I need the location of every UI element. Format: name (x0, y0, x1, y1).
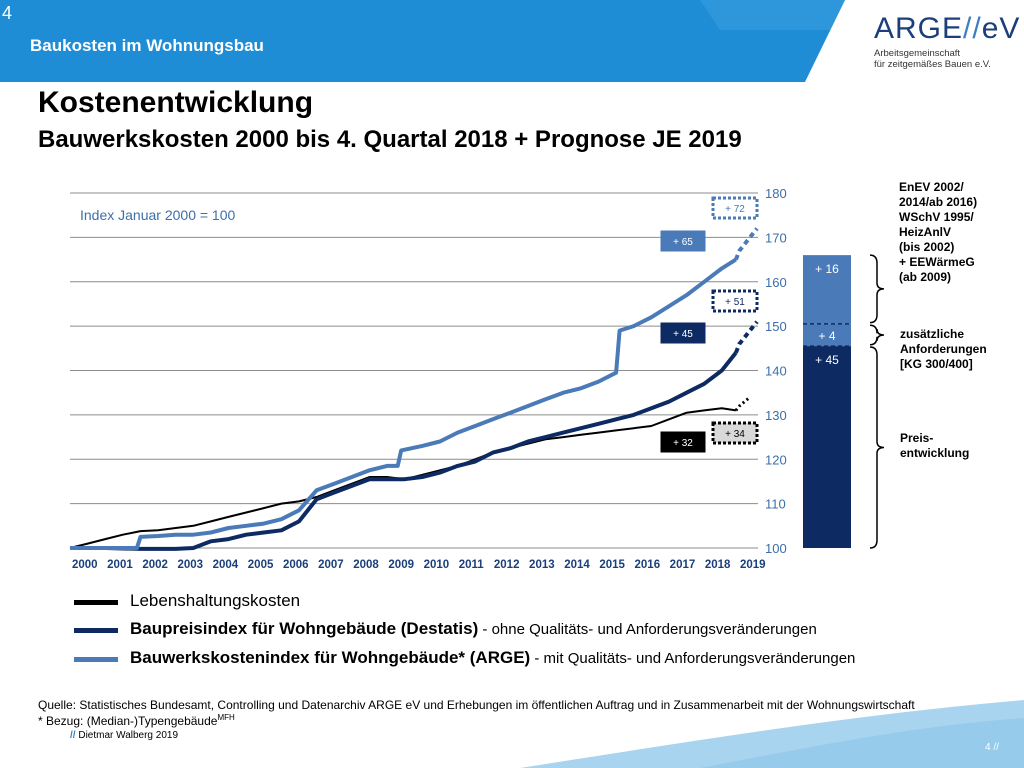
value-badge: + 65 (660, 230, 706, 252)
badge-label: + 65 (673, 237, 693, 248)
x-tick-label: 2015 (599, 559, 625, 571)
annotation-enev: EnEV 2002/ 2014/ab 2016) WSchV 1995/ Hei… (899, 180, 978, 284)
y-tick-label: 110 (765, 497, 786, 512)
x-tick-label: 2016 (635, 559, 661, 571)
y-tick-label: 170 (765, 230, 787, 245)
brace (869, 324, 885, 346)
bar-segment-label: + 4 (818, 329, 835, 343)
y-axis-ticks: 100 110 120 130 140 150 160 170 180 (765, 186, 787, 556)
badge-box (660, 230, 706, 252)
x-tick-label: 2014 (564, 559, 590, 571)
bar-segment-label: + 45 (815, 353, 839, 367)
badge-label: + 32 (673, 438, 693, 449)
brace (869, 254, 885, 324)
legend-desc: - ohne Qualitäts- und Anforderungsveränd… (478, 621, 817, 638)
legend-label: Baupreisindex für Wohngebäude (Destatis) (130, 619, 479, 638)
series-lines (69, 227, 759, 551)
x-tick-label: 2013 (529, 559, 555, 571)
y-tick-label: 130 (765, 408, 787, 423)
legend-swatch-dark-blue (74, 628, 118, 633)
x-tick-label: 2004 (213, 559, 239, 571)
index-note: Index Januar 2000 = 100 (80, 207, 236, 223)
badge-box (711, 289, 759, 313)
y-tick-label: 180 (765, 186, 787, 201)
badge-box (711, 196, 759, 220)
badge-box (660, 322, 706, 344)
section-label: Baukosten im Wohnungsbau (30, 36, 264, 55)
forecast-line (734, 395, 751, 412)
annotation-extra-requirements: zusätzliche Anforderungen [KG 300/400] (900, 327, 987, 371)
y-tick-label: 120 (765, 452, 787, 467)
value-badges: + 72 + 65 + 51 + 45 + 34 + 32 (660, 196, 759, 453)
y-tick-label: 100 (765, 541, 787, 556)
x-tick-label: 2012 (494, 559, 520, 571)
page-number-top: 4 (2, 3, 13, 23)
x-tick-label: 2017 (670, 559, 696, 571)
value-badge: + 32 (660, 431, 706, 453)
x-tick-label: 2006 (283, 559, 309, 571)
legend-label: Lebenshaltungskosten (130, 591, 301, 610)
braces (869, 254, 885, 549)
page-title: Kostenentwicklung (38, 86, 314, 119)
y-tick-label: 140 (765, 364, 787, 379)
badge-box (660, 431, 706, 453)
badge-label: + 72 (725, 204, 745, 215)
x-tick-label: 2019 (740, 559, 766, 571)
gridlines (70, 192, 758, 549)
page-subtitle: Bauwerkskosten 2000 bis 4. Quartal 2018 … (38, 126, 742, 153)
page-number-bottom: 4 // (985, 742, 999, 753)
y-tick-label: 160 (765, 275, 787, 290)
x-tick-label: 2003 (177, 559, 203, 571)
x-tick-label: 2007 (318, 559, 344, 571)
x-tick-label: 2018 (705, 559, 731, 571)
series-line (70, 351, 738, 551)
x-tick-label: 2009 (388, 559, 414, 571)
x-tick-label: 2001 (107, 559, 133, 571)
arge-logo: ARGE//eV (874, 12, 1021, 45)
reference-note: * Bezug: (Median-)TypengebäudeMFH (38, 713, 235, 728)
annotation-price-development: Preis- entwicklung (900, 431, 970, 460)
y-tick-label: 150 (765, 319, 787, 334)
x-tick-label: 2008 (353, 559, 379, 571)
footer-wave (520, 700, 1024, 768)
logo-subtitle: Arbeitsgemeinschaft für zeitgemäßes Baue… (874, 48, 991, 70)
value-badge: + 45 (660, 322, 706, 344)
legend-swatch-black (74, 600, 118, 605)
value-badge: + 34 (711, 421, 759, 445)
legend-desc: - mit Qualitäts- und Anforderungsverände… (530, 650, 856, 667)
bar-segment (803, 323, 851, 347)
forecast-line (734, 227, 759, 261)
x-axis-ticks: 2000 2001 2002 2003 2004 2005 2006 2007 2008 2009… (72, 559, 766, 571)
badge-box (711, 421, 759, 445)
x-tick-label: 2010 (424, 559, 450, 571)
stacked-bar: + 45 + 4 + 16 (803, 255, 851, 548)
forecast-line (734, 320, 759, 354)
x-tick-label: 2005 (248, 559, 274, 571)
source-note: Quelle: Statistisches Bundesamt, Control… (38, 698, 915, 712)
cost-index-chart: Index Januar 2000 = 100 1001101201301401… (69, 186, 885, 571)
x-tick-label: 2000 (72, 559, 98, 571)
author-credit: // Dietmar Walberg 2019 (70, 730, 179, 741)
badge-label: + 34 (725, 429, 745, 440)
value-badge: + 51 (711, 289, 759, 313)
legend-label: Bauwerkskostenindex für Wohngebäude* (AR… (130, 648, 531, 667)
header-banner (0, 0, 845, 82)
series-line (70, 257, 737, 550)
badge-label: + 51 (725, 297, 745, 308)
bar-segment (803, 346, 851, 548)
value-badge: + 72 (711, 196, 759, 220)
x-tick-label: 2011 (459, 559, 485, 571)
legend-swatch-light-blue (74, 657, 118, 662)
bar-segment (803, 255, 851, 324)
badge-label: + 45 (673, 329, 693, 340)
x-tick-label: 2002 (142, 559, 168, 571)
brace (869, 346, 885, 549)
bar-segment-label: + 16 (815, 262, 839, 276)
